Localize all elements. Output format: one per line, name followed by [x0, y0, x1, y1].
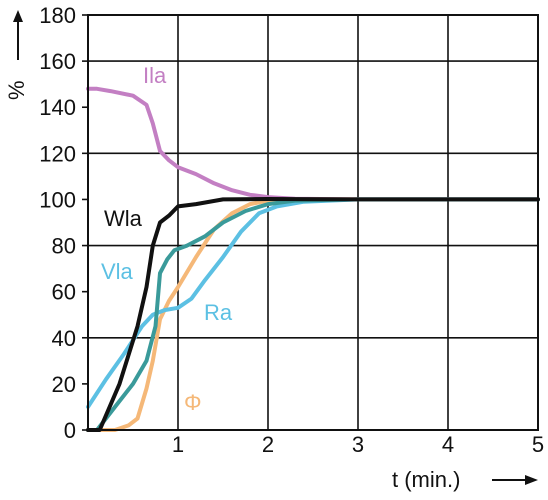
y-tick-label: 20: [52, 372, 76, 397]
series-line-vla: [86, 197, 540, 432]
y-axis-arrow-head: [13, 10, 23, 22]
series-line-phi: [86, 197, 540, 432]
x-tick-label: 4: [442, 432, 454, 457]
series-line-wla: [86, 197, 540, 432]
x-axis-title: t (min.): [392, 467, 460, 492]
y-tick-label: 160: [39, 49, 76, 74]
series-layer: [86, 86, 540, 432]
y-tick-label: 120: [39, 141, 76, 166]
x-tick-label: 5: [532, 432, 544, 457]
series-line-ila: [86, 86, 540, 202]
label-phi: Φ: [184, 390, 202, 415]
y-axis-title: %: [4, 80, 29, 100]
y-tick-label: 60: [52, 280, 76, 305]
label-wla: Wla: [104, 206, 143, 231]
y-tick-label: 80: [52, 234, 76, 259]
x-tick-label: 1: [172, 432, 184, 457]
y-tick-label: 0: [64, 418, 76, 443]
y-tick-label: 140: [39, 95, 76, 120]
label-ra: Ra: [204, 300, 233, 325]
x-tick-label: 2: [262, 432, 274, 457]
label-vla: Vla: [101, 259, 134, 284]
x-tick-label: 3: [352, 432, 364, 457]
label-ila: Ila: [143, 63, 167, 88]
y-tick-label: 180: [39, 3, 76, 28]
plot-frame: [87, 14, 539, 431]
tick-labels: 1 2 3 4 5 0 20 40 60 80 100 120 140 160 180: [39, 3, 544, 457]
y-tick-label: 100: [39, 187, 76, 212]
y-tick-label: 40: [52, 326, 76, 351]
x-axis-arrow-head: [525, 475, 538, 485]
